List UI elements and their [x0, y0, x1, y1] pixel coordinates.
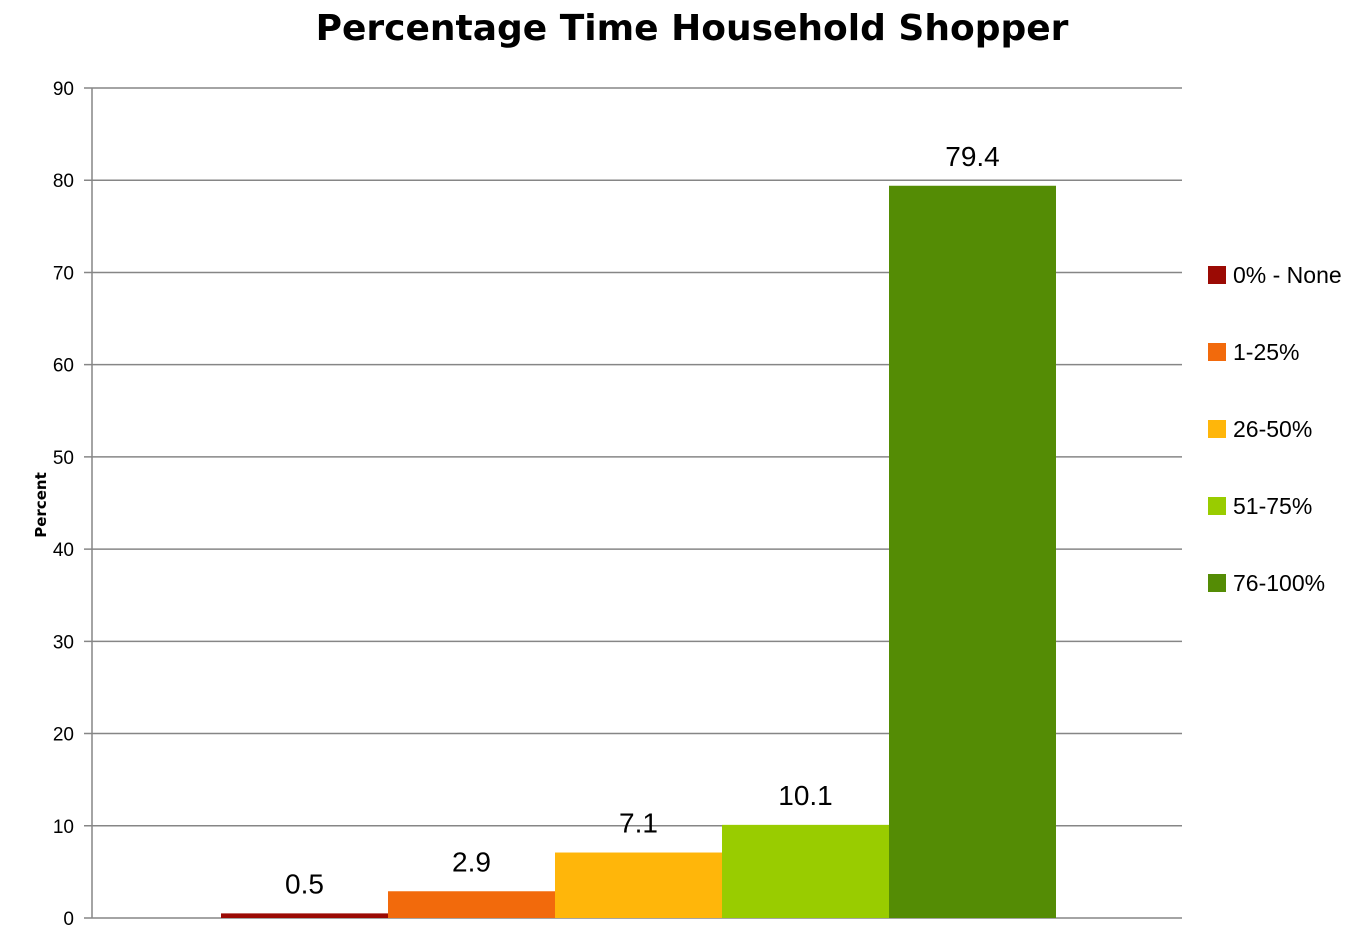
- y-tick-label: 20: [53, 725, 74, 746]
- data-label: 0.5: [285, 868, 324, 899]
- data-label: 79.4: [945, 141, 1000, 172]
- data-label: 2.9: [452, 846, 491, 877]
- y-tick-label: 90: [53, 79, 74, 100]
- legend-swatch: [1208, 574, 1226, 592]
- y-axis-label: Percent: [32, 472, 50, 537]
- y-tick-label: 60: [53, 356, 74, 377]
- y-tick-label: 70: [53, 263, 74, 284]
- y-tick-label: 80: [53, 171, 74, 192]
- legend-label: 1-25%: [1233, 339, 1299, 365]
- legend-swatch: [1208, 343, 1226, 361]
- bar: [555, 852, 722, 918]
- y-tick-label: 0: [63, 909, 74, 927]
- legend-swatch: [1208, 497, 1226, 515]
- data-labels: 0.5 2.9 7.1 10.1 79.4: [285, 141, 1000, 900]
- y-tick-label: 40: [53, 540, 74, 561]
- y-axis-ticks: 0 10 20 30 40 50 60 70 80 90: [53, 79, 74, 927]
- y-tick-label: 50: [53, 448, 74, 469]
- legend-label: 51-75%: [1233, 493, 1312, 519]
- bar: [388, 891, 555, 918]
- legend: 0% - None 1-25% 26-50% 51-75% 76-100%: [1208, 262, 1342, 596]
- legend-swatch: [1208, 266, 1226, 284]
- legend-label: 26-50%: [1233, 416, 1312, 442]
- bar: [889, 185, 1056, 918]
- data-label: 7.1: [619, 808, 658, 839]
- data-label: 10.1: [778, 780, 833, 811]
- legend-swatch: [1208, 420, 1226, 438]
- y-tick-label: 10: [53, 817, 74, 838]
- chart-title: Percentage Time Household Shopper: [316, 8, 1069, 49]
- bars: [221, 185, 1056, 918]
- legend-label: 76-100%: [1233, 570, 1325, 596]
- bar: [221, 913, 388, 918]
- gridlines: [84, 87, 1182, 919]
- y-tick-label: 30: [53, 632, 74, 653]
- bar: [722, 824, 889, 918]
- legend-label: 0% - None: [1233, 262, 1342, 288]
